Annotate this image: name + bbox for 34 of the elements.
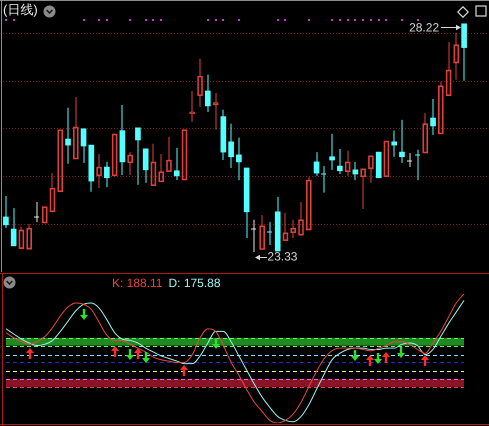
candlestick (352, 162, 358, 180)
candlestick (267, 222, 272, 245)
candlestick (80, 128, 86, 163)
text: K: 188.11 (112, 276, 162, 290)
candlestick (274, 196, 281, 252)
candlestick (321, 166, 326, 193)
candlestick (220, 110, 226, 160)
candlestick (399, 120, 405, 163)
candlestick (430, 98, 436, 135)
annotation: 28.22 (409, 20, 440, 35)
candlestick (329, 134, 335, 170)
candlestick (407, 153, 412, 168)
candlestick (120, 104, 126, 175)
candlestick (174, 148, 180, 180)
candlestick (65, 108, 71, 164)
annotation: 23.33 (267, 249, 298, 264)
candlestick (142, 148, 149, 183)
candlestick (236, 138, 242, 180)
candlestick (244, 168, 250, 238)
chart-title: (日线) (3, 2, 38, 17)
candlestick (337, 148, 343, 174)
candlestick (10, 208, 16, 246)
candlestick (314, 152, 320, 176)
candlestick (3, 196, 9, 228)
candlestick (391, 130, 398, 157)
candlestick (88, 144, 94, 192)
candlestick (104, 162, 110, 188)
candlestick (376, 152, 382, 178)
candlestick (461, 23, 467, 81)
candlestick (228, 124, 234, 168)
candlestick (204, 74, 211, 112)
candlestick (135, 128, 141, 185)
text: D: 175.88 (168, 276, 221, 290)
candlestick (251, 220, 256, 252)
